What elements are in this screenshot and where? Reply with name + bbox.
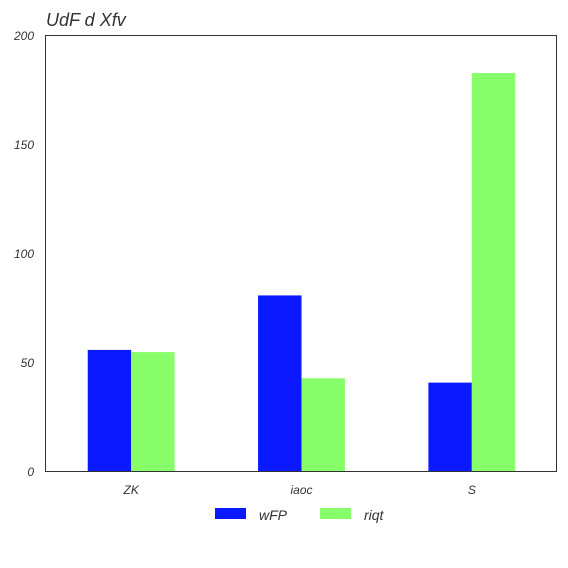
bar-wFP-S	[428, 382, 472, 472]
bar-riqt-ZK	[131, 352, 175, 472]
x-tick-label: ZK	[122, 483, 139, 497]
legend-swatch-wFP	[215, 508, 246, 519]
y-tick-label: 200	[13, 29, 34, 43]
x-axis-ticks: ZK iaoc S	[122, 483, 475, 497]
legend-label-riqt: riqt	[364, 507, 385, 523]
chart-title: UdF d Xfv	[46, 10, 127, 30]
y-tick-label: 0	[27, 465, 34, 479]
plot-frame	[45, 35, 557, 472]
y-tick-label: 100	[14, 247, 34, 261]
x-tick-label: iaoc	[290, 483, 312, 497]
y-axis-ticks: 0 50 100 150 200	[13, 29, 34, 479]
legend-swatch-riqt	[320, 508, 351, 519]
y-tick-label: 50	[21, 356, 35, 370]
x-tick-label: S	[468, 483, 476, 497]
bar-wFP-iaoc	[258, 295, 302, 472]
bars	[87, 73, 516, 472]
legend: wFP riqt	[215, 507, 385, 523]
bar-riqt-S	[471, 73, 516, 472]
bar-riqt-iaoc	[301, 378, 345, 472]
bar-wFP-ZK	[87, 349, 132, 472]
legend-label-wFP: wFP	[259, 507, 288, 523]
y-tick-label: 150	[14, 138, 34, 152]
